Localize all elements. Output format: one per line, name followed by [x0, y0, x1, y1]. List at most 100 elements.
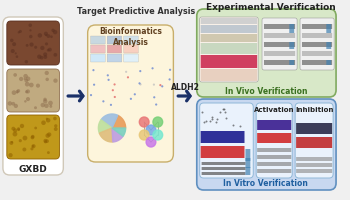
Point [112, 95, 118, 99]
Point [9, 141, 15, 144]
Point [28, 35, 34, 38]
Point [42, 100, 48, 103]
Text: In Vivo Verification: In Vivo Verification [225, 86, 307, 96]
Point [9, 39, 15, 42]
Point [37, 34, 43, 37]
Point [88, 93, 94, 97]
Point [16, 31, 22, 34]
Text: ALDH2: ALDH2 [171, 84, 199, 92]
FancyBboxPatch shape [302, 60, 332, 65]
Point [112, 83, 117, 86]
Point [10, 127, 16, 130]
FancyBboxPatch shape [296, 123, 332, 134]
Point [12, 73, 18, 77]
Point [33, 106, 38, 109]
Point [49, 35, 54, 38]
Point [217, 110, 223, 114]
FancyBboxPatch shape [326, 42, 331, 49]
Point [10, 49, 15, 53]
FancyBboxPatch shape [296, 137, 332, 148]
Point [50, 29, 56, 32]
Point [153, 103, 159, 106]
Point [23, 79, 29, 82]
Point [42, 98, 48, 101]
Point [158, 84, 163, 87]
Point [25, 97, 31, 101]
Point [18, 30, 23, 33]
FancyBboxPatch shape [107, 36, 122, 44]
Point [13, 52, 19, 55]
Point [137, 82, 142, 85]
FancyBboxPatch shape [302, 24, 332, 29]
Point [128, 97, 134, 100]
Point [43, 55, 48, 59]
Point [46, 49, 51, 52]
Point [24, 44, 30, 47]
Point [138, 83, 143, 86]
FancyBboxPatch shape [296, 157, 332, 161]
Circle shape [146, 125, 156, 135]
FancyBboxPatch shape [124, 54, 138, 62]
Point [14, 91, 20, 94]
Point [53, 124, 58, 127]
Point [47, 48, 53, 51]
FancyBboxPatch shape [201, 25, 257, 33]
Point [220, 108, 226, 111]
Text: Activation: Activation [254, 107, 294, 113]
Point [108, 103, 114, 106]
Point [43, 32, 49, 35]
FancyBboxPatch shape [201, 146, 245, 158]
FancyBboxPatch shape [7, 69, 60, 112]
Point [52, 117, 58, 120]
Point [24, 90, 29, 93]
Point [30, 136, 35, 139]
FancyBboxPatch shape [107, 45, 122, 53]
Polygon shape [112, 115, 126, 128]
Point [7, 102, 13, 105]
FancyBboxPatch shape [7, 21, 60, 65]
FancyBboxPatch shape [245, 149, 250, 161]
Point [167, 68, 173, 71]
FancyBboxPatch shape [257, 155, 291, 159]
Point [106, 78, 111, 81]
FancyBboxPatch shape [201, 18, 257, 24]
Point [22, 77, 27, 81]
Point [110, 89, 116, 92]
Point [138, 70, 143, 73]
Point [46, 151, 51, 154]
Text: In Vitro Verification: In Vitro Verification [224, 180, 308, 188]
Point [27, 24, 33, 27]
Point [22, 148, 27, 151]
Point [44, 71, 50, 75]
Point [44, 140, 50, 143]
Point [10, 102, 16, 105]
FancyBboxPatch shape [201, 43, 257, 54]
Point [18, 139, 23, 142]
Polygon shape [99, 128, 113, 142]
Point [12, 129, 18, 132]
FancyBboxPatch shape [3, 17, 63, 175]
FancyBboxPatch shape [257, 169, 291, 173]
FancyBboxPatch shape [245, 167, 250, 175]
FancyBboxPatch shape [296, 169, 332, 173]
FancyBboxPatch shape [201, 34, 257, 42]
FancyBboxPatch shape [91, 54, 105, 62]
FancyBboxPatch shape [202, 162, 245, 165]
Point [25, 77, 31, 80]
Point [46, 119, 51, 122]
Point [44, 78, 50, 81]
FancyBboxPatch shape [91, 45, 105, 53]
Point [42, 53, 48, 56]
Point [28, 29, 33, 32]
Polygon shape [98, 120, 112, 133]
FancyBboxPatch shape [257, 162, 291, 166]
Circle shape [146, 137, 156, 147]
Point [30, 145, 36, 148]
Point [160, 85, 165, 88]
Point [44, 42, 49, 46]
FancyBboxPatch shape [124, 45, 138, 53]
Point [123, 70, 129, 73]
Point [100, 100, 106, 103]
Point [45, 134, 50, 137]
FancyBboxPatch shape [124, 36, 138, 44]
